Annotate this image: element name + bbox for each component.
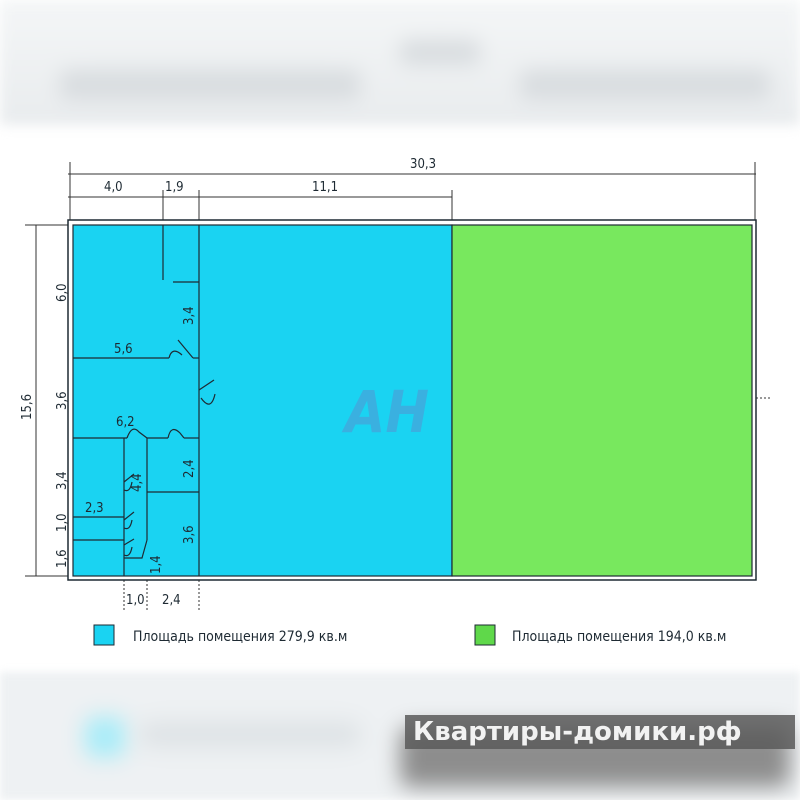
site-watermark: Квартиры-домики.рф [405, 715, 795, 749]
logo-watermark: АН [341, 378, 429, 446]
room-label: 3,6 [182, 525, 197, 544]
dimension-lines [25, 162, 770, 610]
room-label: 6,2 [116, 415, 135, 430]
dim-left-3: 3,4 [55, 471, 70, 490]
legend-label-blue: Площадь помещения 279,9 кв.м [133, 629, 347, 645]
legend-swatch-blue [93, 624, 115, 646]
dim-left-2: 3,6 [55, 391, 70, 410]
room-label: 5,6 [114, 342, 133, 357]
room-label: 3,4 [182, 306, 197, 325]
green-area [451, 224, 753, 577]
blurred-background-top [0, 0, 800, 125]
room-label: 4,4 [130, 473, 145, 492]
dim-total-height: 15,6 [20, 394, 35, 420]
dim-total-width: 30,3 [410, 157, 436, 172]
inner-walls [73, 225, 216, 576]
legend-label-green: Площадь помещения 194,0 кв.м [512, 629, 726, 645]
blurred-background-bottom [0, 672, 800, 800]
room-label: 1,4 [149, 555, 164, 574]
legend-swatch-green [474, 624, 496, 646]
dim-bottom-1: 1,0 [126, 593, 145, 608]
dim-bottom-2: 2,4 [162, 593, 181, 608]
dim-top-1: 4,0 [104, 180, 123, 195]
dim-left-4: 1,0 [55, 513, 70, 532]
blue-area [72, 224, 453, 577]
dim-top-3: 11,1 [312, 180, 338, 195]
dim-left-1: 6,0 [55, 283, 70, 302]
dim-top-2: 1,9 [165, 180, 184, 195]
room-label: 2,4 [182, 459, 197, 478]
room-label: 2,3 [85, 501, 104, 516]
dim-left-5: 1,6 [55, 549, 70, 568]
